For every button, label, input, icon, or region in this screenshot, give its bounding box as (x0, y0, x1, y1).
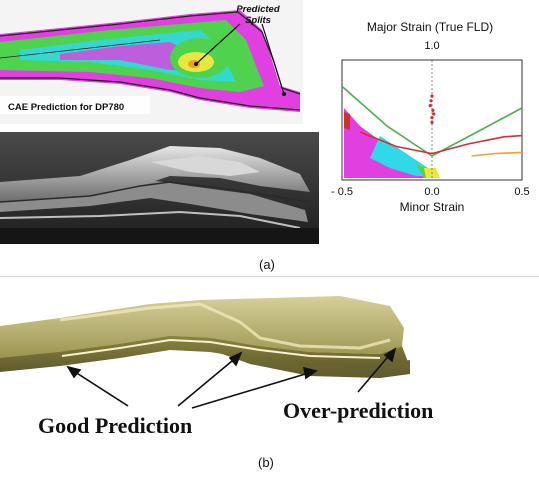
cae-prediction-image (0, 0, 303, 124)
fld-plot-area (341, 59, 523, 181)
fld-series-3-point-1 (432, 112, 436, 116)
fld-x-tick-right: 0.5 (514, 186, 529, 198)
fld-series-3-point-5 (429, 99, 433, 103)
predicted-splits-line1: Predicted (236, 4, 280, 15)
fld-chart: Major Strain (True FLD) 1.0 - 0.5 0.0 0.… (320, 18, 539, 238)
fld-x-tick-mid: 0.0 (424, 186, 439, 198)
simulated-part-image (0, 282, 539, 452)
cae-prediction-title: CAE Prediction for DP780 (8, 102, 125, 113)
fld-chart-title: Major Strain (True FLD) (367, 20, 493, 34)
fld-series-3-point-3 (430, 94, 434, 98)
fld-series-3-point-0 (430, 120, 434, 124)
caption-b: (b) (258, 455, 274, 470)
fld-scatter-cyan (370, 136, 432, 176)
fld-series-3-point-6 (430, 116, 434, 120)
fld-scatter-red (344, 112, 350, 130)
physical-part-photo (0, 132, 319, 244)
fld-chart-svg: Major Strain (True FLD) 1.0 - 0.5 0.0 0.… (331, 20, 530, 214)
fld-series-group (341, 85, 523, 157)
part-photo-illustration (0, 132, 319, 244)
good-prediction-label: Good Prediction (38, 413, 193, 438)
cae-contour-illustration (0, 10, 301, 114)
fld-series-line-2 (471, 151, 523, 157)
predicted-splits-line2: Splits (245, 15, 271, 26)
fld-series-line-0 (341, 85, 523, 157)
caption-a: (a) (259, 257, 275, 272)
fld-series-3-point-2 (428, 104, 432, 108)
fld-x-axis-label: Minor Strain (400, 200, 465, 214)
over-prediction-label: Over-prediction (283, 398, 434, 423)
simulated-part-illustration (0, 296, 410, 409)
fld-scatter-magenta (344, 108, 432, 178)
fld-series-line-1 (359, 131, 523, 155)
fld-series-3-point-4 (431, 108, 435, 112)
predicted-splits-label: Predicted Splits (226, 4, 290, 26)
fld-x-tick-left: - 0.5 (331, 186, 353, 198)
panel-divider (0, 276, 539, 277)
fld-y-tick-top: 1.0 (424, 40, 439, 52)
